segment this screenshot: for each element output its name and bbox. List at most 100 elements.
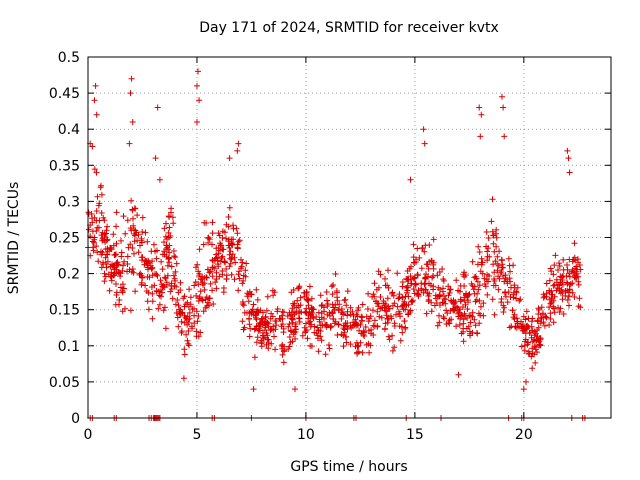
data-point: [542, 313, 549, 320]
data-point: [430, 286, 437, 293]
x-tick-label: 10: [297, 427, 315, 443]
data-point: [138, 281, 145, 288]
data-point: [293, 326, 299, 333]
data-point: [246, 321, 253, 328]
data-point: [153, 271, 160, 278]
data-point: [288, 328, 295, 335]
data-point: [543, 280, 550, 287]
data-point: [106, 287, 113, 294]
data-point: [482, 283, 489, 290]
data-point: [430, 236, 437, 243]
data-point: [189, 306, 196, 313]
data-point: [139, 214, 146, 221]
data-point: [228, 271, 235, 278]
data-point: [207, 280, 214, 287]
data-point: [308, 304, 315, 311]
data-point: [477, 133, 484, 140]
data-point: [543, 290, 550, 297]
data-point: [534, 317, 541, 324]
data-point: [510, 262, 517, 269]
data-point: [338, 309, 345, 316]
data-point: [425, 273, 431, 280]
data-point: [236, 275, 243, 282]
data-point: [469, 309, 476, 316]
data-point: [173, 283, 180, 290]
y-tick-label: 0.5: [58, 50, 80, 66]
data-point: [131, 238, 138, 245]
data-point: [253, 323, 260, 330]
data-point: [175, 302, 182, 309]
data-point: [303, 296, 310, 303]
data-point: [498, 296, 505, 302]
data-point: [494, 253, 501, 260]
data-point: [161, 239, 167, 246]
data-point: [267, 327, 274, 334]
data-point: [347, 322, 354, 329]
data-point: [338, 331, 345, 338]
data-point: [571, 240, 578, 247]
data-point: [186, 309, 193, 316]
data-point: [261, 327, 268, 333]
data-point: [93, 243, 100, 250]
data-point: [112, 270, 118, 277]
data-point: [523, 378, 529, 385]
data-point: [242, 267, 249, 274]
data-point: [161, 274, 168, 281]
data-point: [571, 254, 578, 261]
data-point: [398, 323, 405, 330]
data-point: [286, 321, 293, 327]
y-tick-label: 0.4: [58, 122, 80, 138]
data-point: [520, 327, 527, 334]
data-point: [131, 205, 138, 212]
data-point: [488, 218, 495, 225]
data-point: [538, 304, 545, 311]
data-point: [193, 308, 200, 315]
data-point: [557, 273, 564, 280]
data-point: [132, 232, 138, 239]
data-point: [418, 265, 425, 272]
data-point: [279, 308, 286, 315]
data-point: [415, 293, 422, 300]
data-point: [500, 302, 507, 309]
data-point: [91, 214, 98, 221]
data-point: [326, 342, 332, 348]
data-point: [540, 294, 547, 301]
data-point: [245, 298, 252, 305]
data-point: [196, 97, 203, 104]
data-point: [163, 246, 170, 253]
data-point: [536, 341, 543, 348]
data-point: [128, 75, 135, 82]
data-point: [502, 272, 509, 279]
data-point: [522, 316, 529, 323]
data-point: [165, 213, 172, 220]
data-point: [112, 252, 118, 259]
data-point: [410, 241, 417, 248]
data-point: [225, 223, 232, 230]
data-point: [550, 297, 557, 304]
data-point: [324, 322, 330, 328]
data-point: [270, 323, 277, 330]
data-point: [271, 333, 277, 340]
data-point: [167, 233, 174, 239]
data-point: [115, 269, 122, 276]
data-point: [119, 281, 126, 288]
data-point: [464, 315, 471, 321]
data-point: [445, 283, 452, 290]
data-point: [323, 289, 330, 295]
data-point: [135, 231, 142, 238]
data-point: [226, 155, 233, 162]
data-point: [100, 214, 107, 221]
data-point: [280, 329, 287, 336]
data-point: [246, 333, 253, 340]
data-point: [422, 280, 429, 287]
data-point: [200, 281, 206, 288]
data-point: [205, 234, 212, 241]
data-point: [455, 313, 462, 320]
data-point: [537, 336, 544, 343]
data-point: [164, 262, 171, 269]
data-point: [366, 349, 373, 356]
data-point: [513, 295, 520, 302]
data-point: [139, 229, 146, 235]
data-point: [341, 326, 348, 333]
data-point: [550, 271, 557, 278]
